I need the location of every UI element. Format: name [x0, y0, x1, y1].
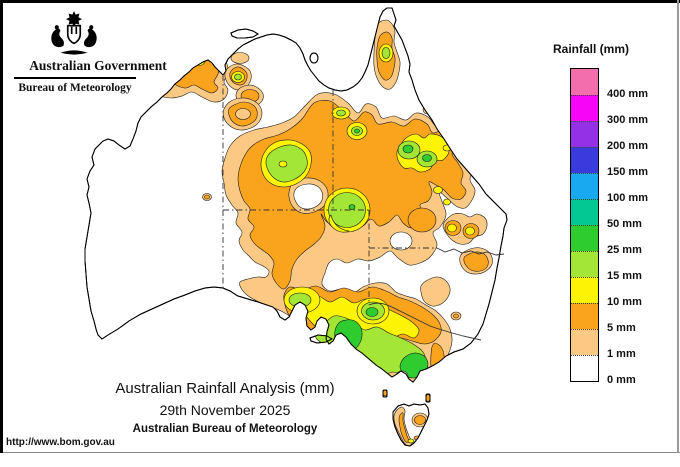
frame-right-border: [677, 0, 679, 453]
frame-top-border: [0, 0, 680, 3]
contour-1mm: [230, 52, 250, 64]
contour-25mm: [365, 307, 379, 317]
legend-label-b200: 200 mm: [607, 140, 648, 152]
contour-15mm: [336, 109, 346, 117]
contour-5mm: [414, 415, 426, 425]
contour-10mm: [465, 226, 475, 236]
caption-date: 29th November 2025: [159, 402, 291, 418]
legend-swatch-b15: [571, 251, 598, 277]
border-nsw-vic-murray: [368, 302, 482, 341]
contour-0mm-hole: [395, 370, 409, 382]
contour-25mm: [422, 154, 432, 162]
contour-1mm-hole: [235, 108, 251, 120]
legend-panel: Rainfall (mm) 400 mm 300 mm 200 mm 150 mm 10…: [545, 40, 678, 390]
contour-15mm: [288, 292, 312, 308]
contour-10mm: [278, 160, 288, 168]
caption-title: Australian Rainfall Analysis (mm): [115, 380, 335, 397]
legend-swatch-b50: [571, 199, 598, 225]
header-divider: [14, 77, 136, 79]
legend-label-b5: 5 mm: [607, 322, 636, 334]
footer-divider: [0, 452, 680, 453]
footer-bar: © Commonwealth of Australia 2025, Bureau…: [0, 453, 680, 467]
contour-1mm: [420, 276, 451, 307]
border-qld-nsw-river: [436, 247, 505, 256]
legend-swatch-b1: [571, 329, 598, 355]
legend-swatch-b5: [571, 303, 598, 329]
legend-label-b1: 1 mm: [607, 348, 636, 360]
contour-0mm-hole: [389, 231, 413, 251]
contour-15mm: [381, 47, 391, 59]
rain-contours: [147, 19, 493, 446]
legend-label-b15: 15 mm: [607, 270, 642, 282]
legend-label-b10: 10 mm: [607, 296, 642, 308]
contour-25mm: [348, 204, 356, 210]
legend-swatch-b400: [571, 69, 598, 95]
bom-url: http://www.bom.gov.au: [6, 437, 115, 448]
state-borders: [222, 75, 505, 341]
contour-10mm: [443, 198, 451, 206]
legend-swatch-b100: [571, 173, 598, 199]
bureau-title: Bureau of Meteorology: [18, 82, 132, 94]
caption-org: Australian Bureau of Meteorology: [132, 423, 318, 435]
legend-swatches: [570, 68, 599, 382]
contour-10mm: [433, 186, 443, 194]
contour-5mm: [425, 394, 431, 402]
contour-0mm-hole: [293, 183, 323, 210]
contour-25mm: [354, 128, 360, 134]
contour-5mm: [407, 207, 437, 233]
contour-10mm: [407, 438, 415, 444]
legend-title: Rainfall (mm): [553, 42, 630, 56]
government-title: Australian Government: [29, 58, 167, 73]
legend-swatch-b150: [571, 147, 598, 173]
map-caption: Australian Rainfall Analysis (mm) 29th N…: [60, 380, 390, 435]
legend-swatch-b300: [571, 95, 598, 121]
contour-25mm: [402, 144, 414, 154]
legend-label-b100: 100 mm: [607, 192, 648, 204]
contour-5mm: [204, 194, 210, 200]
contour-25mm: [361, 364, 381, 380]
legend-label-b150: 150 mm: [607, 166, 648, 178]
legend-label-b400: 400 mm: [607, 88, 648, 100]
contour-5mm: [463, 251, 489, 272]
legend-swatch-b25: [571, 225, 598, 251]
contour-10mm: [328, 214, 350, 233]
legend-label-b25: 25 mm: [607, 244, 642, 256]
legend-swatch-b10: [571, 277, 598, 303]
legend-label-b300: 300 mm: [607, 114, 648, 126]
legend-label-b0: 0 mm: [607, 374, 636, 386]
contour-15mm: [234, 73, 242, 81]
legend-swatch-b200: [571, 121, 598, 147]
frame-left-border: [0, 0, 3, 453]
legend-label-b50: 50 mm: [607, 218, 642, 230]
contour-5mm: [453, 313, 459, 319]
legend-swatch-b0: [571, 355, 598, 381]
coat-of-arms-icon: [51, 11, 97, 55]
contour-10mm: [447, 223, 457, 233]
